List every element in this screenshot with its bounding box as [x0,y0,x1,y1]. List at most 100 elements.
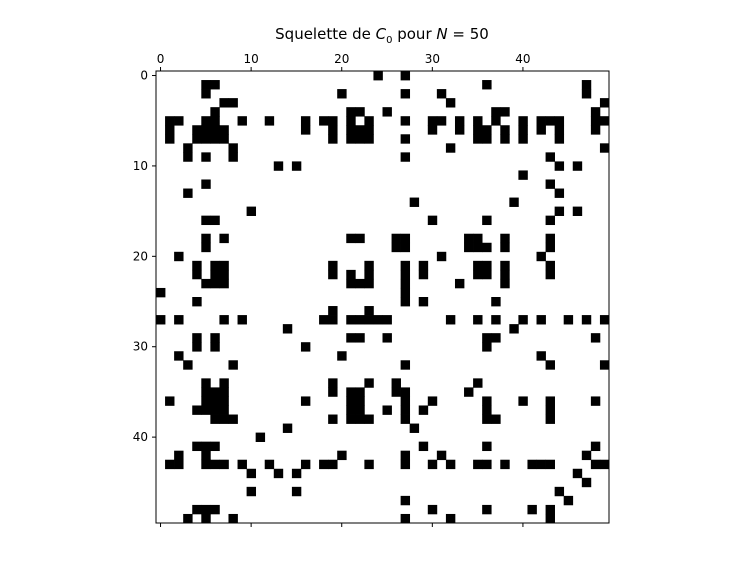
matrix-cell [536,351,546,361]
matrix-cell [382,405,392,415]
x-tick-label: 40 [515,52,530,66]
matrix-cell [590,116,601,126]
matrix-cell [201,134,211,144]
matrix-cell [201,513,211,524]
matrix-cell [427,396,438,406]
y-tick-label: 30 [133,340,148,354]
matrix-cell [590,441,601,452]
matrix-cell [328,414,338,424]
matrix-cell [418,260,429,271]
matrix-cell [237,459,247,470]
matrix-cell [418,269,429,280]
matrix-cell [500,459,510,470]
matrix-cell [192,260,202,271]
matrix-cell [364,315,374,325]
matrix-cell [500,233,510,244]
matrix-cell [581,315,592,325]
matrix-cell [364,260,374,271]
matrix-cell [300,116,311,126]
matrix-cell [328,387,338,397]
matrix-cell [400,450,411,461]
matrix-cell [473,125,483,135]
matrix-cell [427,116,438,126]
y-tick-label: 40 [133,430,148,444]
matrix-cell [400,260,411,271]
matrix-cell [364,116,374,126]
matrix-cell [228,143,238,153]
matrix-cell [219,269,229,280]
matrix-cell [545,179,555,189]
matrix-cell [291,486,302,497]
matrix-cell [165,125,175,135]
matrix-cell [436,251,447,262]
matrix-cell [373,315,383,325]
matrix-cell [400,269,411,280]
matrix-cell [210,342,220,352]
matrix-cell [482,134,492,144]
matrix-cell [174,116,184,126]
matrix-cell [346,387,356,397]
matrix-cell [427,125,438,135]
matrix-cell [201,387,211,397]
x-tick-label: 0 [157,52,165,66]
matrix-cell [174,450,184,461]
matrix-cell [563,495,574,506]
matrix-cell [554,134,565,144]
matrix-cell [291,161,302,171]
matrix-cell [300,342,311,352]
matrix-cell [545,116,555,126]
matrix-cell [482,405,492,415]
matrix-cell [219,278,229,289]
matrix-cell [210,215,220,226]
matrix-cell [427,215,438,226]
matrix-cell [210,125,220,135]
matrix-cell [545,405,555,415]
matrix-cell [500,278,510,289]
matrix-cell [210,80,220,90]
matrix-cell [400,287,411,298]
matrix-cell [491,107,501,117]
matrix-cell [291,468,302,479]
matrix-cell [554,161,565,171]
matrix-cell [445,513,456,524]
matrix-cell [210,260,220,271]
matrix-cell [590,333,601,343]
matrix-cell [491,414,501,424]
matrix-cell [527,459,537,470]
matrix-cell [355,396,365,406]
matrix-cell [165,459,175,470]
matrix-cell [174,459,184,470]
matrix-cell [536,116,546,126]
matrix-cell [364,278,374,289]
y-tick-label: 10 [133,159,148,173]
matrix-cell [473,242,483,253]
matrix-cell [219,233,229,244]
matrix-cell [346,107,356,117]
matrix-cell [192,504,202,515]
matrix-cell [328,260,338,271]
matrix-cell [554,486,565,497]
matrix-cell [346,405,356,415]
matrix-cell [400,242,411,253]
matrix-cell [572,468,583,479]
matrix-cell [355,333,365,343]
matrix-cell [391,387,401,397]
matrix-cell [599,143,610,153]
matrix-cell [183,360,193,370]
matrix-cell [518,116,528,126]
y-axis-ticks: 0 10 20 30 40 [133,69,156,444]
matrix-cell [373,71,383,81]
matrix-cell [482,504,492,515]
matrix-cell [545,215,555,226]
x-tick-label: 10 [243,52,258,66]
matrix-cell [355,233,365,244]
matrix-cell [581,89,592,99]
matrix-cell [400,71,411,81]
matrix-cell [545,242,555,253]
matrix-cell [536,459,546,470]
matrix-cell [183,513,193,524]
matrix-cell [300,396,311,406]
matrix-cell [400,414,411,424]
matrix-cell [536,125,546,135]
matrix-cell [427,504,438,515]
